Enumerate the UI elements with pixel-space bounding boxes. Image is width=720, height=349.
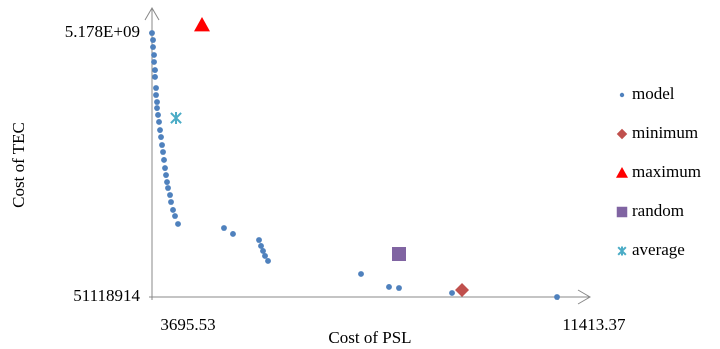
legend-label: maximum — [632, 162, 701, 181]
legend-label: model — [632, 84, 675, 103]
y-tick-label: 5.178E+09 — [65, 22, 140, 41]
legend-label: average — [632, 240, 685, 259]
point — [256, 237, 262, 243]
y-axis-arrow — [144, 7, 160, 21]
x-tick-label: 11413.37 — [562, 315, 626, 334]
point — [161, 157, 167, 163]
point — [154, 99, 160, 105]
legend-marker — [619, 92, 625, 98]
point — [554, 294, 560, 300]
legend-label: random — [632, 201, 684, 220]
point — [170, 207, 176, 213]
point — [152, 67, 158, 74]
point — [172, 213, 178, 219]
y-axis-title: Cost of TEC — [9, 122, 28, 208]
point — [162, 165, 168, 171]
point — [164, 179, 170, 185]
point — [221, 225, 227, 231]
point — [150, 44, 156, 50]
legend-marker — [617, 246, 627, 256]
point — [159, 142, 165, 148]
point — [258, 243, 264, 249]
point — [151, 52, 157, 58]
point — [449, 290, 455, 296]
point — [157, 127, 163, 133]
point — [175, 221, 181, 227]
legend-label: minimum — [632, 123, 698, 142]
point — [167, 192, 173, 198]
point — [265, 258, 271, 264]
point — [160, 149, 166, 155]
point — [163, 172, 169, 178]
legend-marker — [616, 128, 628, 140]
point — [168, 199, 174, 205]
y-tick-label: 51118914 — [73, 286, 140, 305]
point — [193, 17, 210, 32]
x-axis-title: Cost of PSL — [328, 328, 411, 347]
x-axis-arrow — [577, 289, 591, 305]
point — [262, 253, 268, 259]
point — [230, 231, 236, 237]
legend-marker — [616, 167, 628, 178]
point — [455, 283, 470, 298]
point — [154, 105, 160, 111]
point — [153, 85, 159, 91]
x-tick-label: 3695.53 — [160, 315, 215, 334]
point — [153, 92, 159, 98]
point — [260, 248, 266, 254]
point — [155, 112, 161, 118]
point — [386, 284, 392, 290]
point — [149, 30, 155, 36]
point — [151, 59, 157, 65]
point — [165, 185, 171, 191]
point — [396, 285, 402, 291]
legend-marker — [616, 206, 628, 218]
point — [156, 119, 162, 125]
point — [391, 247, 406, 262]
point — [170, 112, 182, 125]
point — [358, 271, 364, 277]
point — [158, 134, 164, 140]
point — [152, 74, 158, 80]
point — [150, 37, 156, 43]
